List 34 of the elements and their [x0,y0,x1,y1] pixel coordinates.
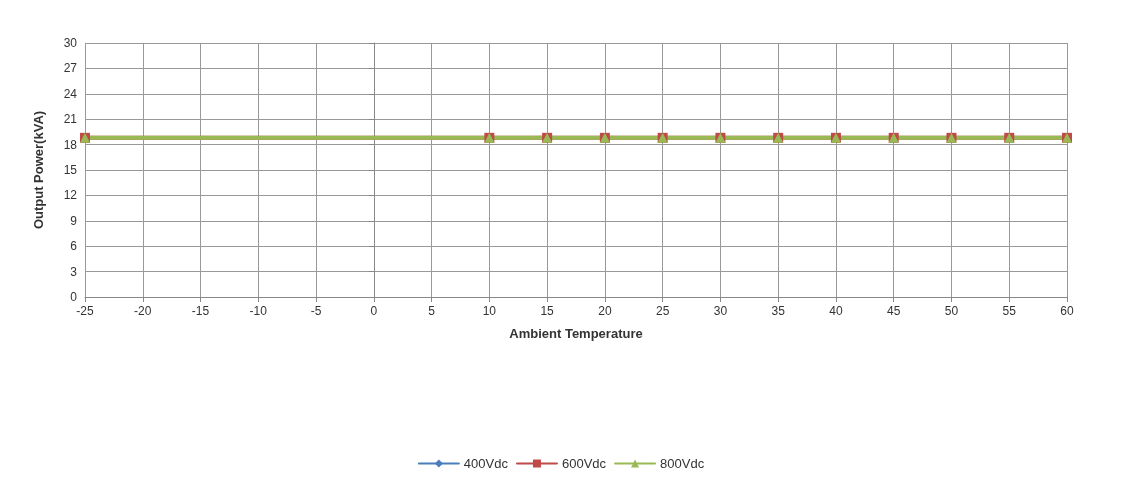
y-tick-label: 18 [63,137,78,152]
x-tick-label: 5 [428,304,436,318]
x-tick-label: 10 [482,304,497,318]
x-axis-title: Ambient Temperature [509,326,643,341]
x-tick-label: 25 [655,304,670,318]
x-tick-label: 20 [598,304,612,318]
y-tick-label: 9 [70,213,78,228]
x-tick-label: -5 [310,304,322,318]
x-tick-label: 60 [1060,304,1074,318]
y-tick-label: 3 [70,264,78,279]
x-tick-label: -25 [76,304,94,318]
x-tick-label: 45 [887,304,901,318]
y-tick-label: 24 [63,86,78,101]
legend-label: 400Vdc [463,456,509,471]
legend-label: 800Vdc [660,456,705,471]
x-tick-label: 0 [370,304,378,318]
x-tick-label: 40 [829,304,843,318]
x-tick-label: -15 [191,304,210,318]
legend-label: 600Vdc [561,456,607,471]
y-tick-label: 21 [63,112,78,127]
y-tick-label: 12 [63,188,78,203]
x-tick-label: -10 [249,304,268,318]
y-tick-label: 0 [70,290,78,304]
x-tick-label: -20 [134,304,152,318]
y-tick-label: 15 [63,163,78,177]
y-tick-label: 30 [63,36,78,50]
x-tick-label: 30 [713,304,728,318]
x-tick-label: 15 [540,304,555,318]
x-tick-label: 55 [1002,304,1017,318]
y-tick-label: 27 [63,61,78,76]
y-axis-title: Output Power(kVA) [31,110,46,230]
y-tick-label: 6 [70,239,78,254]
x-tick-label: 50 [944,304,959,318]
x-tick-label: 35 [771,304,786,318]
